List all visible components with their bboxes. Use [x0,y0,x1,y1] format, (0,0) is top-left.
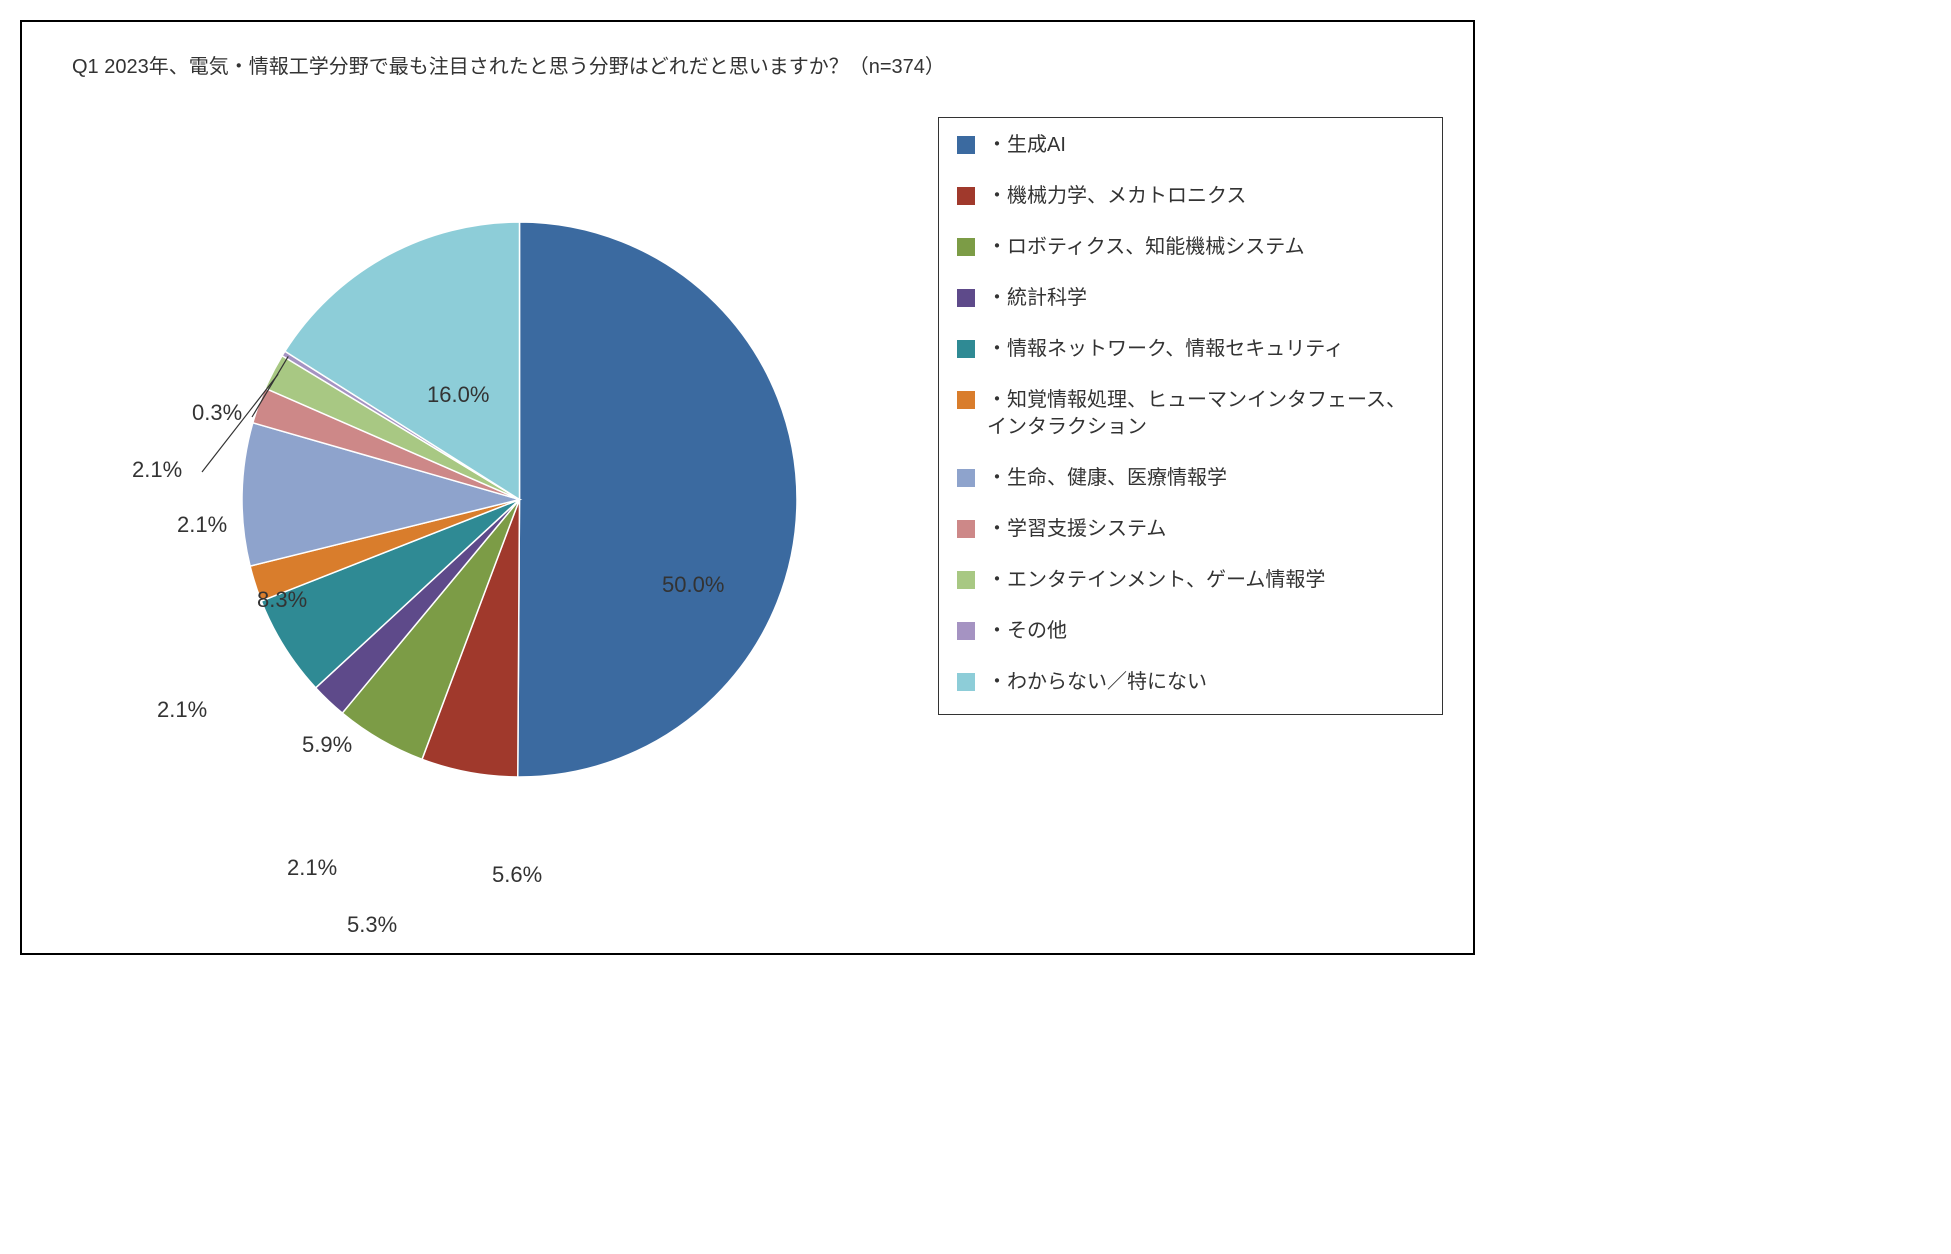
legend-swatch [957,622,975,640]
pie-slice [518,222,797,777]
legend-label: ・エンタテインメント、ゲーム情報学 [987,567,1424,594]
slice-percent-label: 5.6% [492,862,542,888]
pie-chart-area: 50.0%5.6%5.3%2.1%5.9%2.1%8.3%2.1%2.1%0.3… [122,142,842,862]
slice-percent-label: 2.1% [287,855,337,881]
legend-label: ・知覚情報処理、ヒューマンインタフェース、インタラクション [987,387,1424,441]
slice-percent-label: 16.0% [427,382,489,408]
legend-item: ・エンタテインメント、ゲーム情報学 [957,567,1424,594]
legend-swatch [957,340,975,358]
legend-item: ・その他 [957,618,1424,645]
slice-percent-label: 0.3% [192,400,242,426]
legend-label: ・わからない／特にない [987,669,1424,696]
slice-percent-label: 2.1% [177,512,227,538]
legend-swatch [957,571,975,589]
legend-label: ・情報ネットワーク、情報セキュリティ [987,336,1424,363]
slice-percent-label: 5.3% [347,912,397,938]
legend-label: ・学習支援システム [987,516,1424,543]
legend-item: ・学習支援システム [957,516,1424,543]
legend-item: ・生命、健康、医療情報学 [957,465,1424,492]
legend-item: ・生成AI [957,132,1424,159]
chart-title: Q1 2023年、電気・情報工学分野で最も注目されたと思う分野はどれだと思います… [72,50,945,79]
legend-item: ・統計科学 [957,285,1424,312]
legend-label: ・統計科学 [987,285,1424,312]
legend-swatch [957,187,975,205]
slice-percent-label: 2.1% [132,457,182,483]
legend-label: ・生命、健康、医療情報学 [987,465,1424,492]
legend-item: ・知覚情報処理、ヒューマンインタフェース、インタラクション [957,387,1424,441]
legend-label: ・生成AI [987,132,1424,159]
legend: ・生成AI ・機械力学、メカトロニクス・ロボティクス、知能機械システム・統計科学・… [938,117,1443,715]
legend-item: ・情報ネットワーク、情報セキュリティ [957,336,1424,363]
legend-label: ・その他 [987,618,1424,645]
legend-swatch [957,391,975,409]
slice-percent-label: 8.3% [257,587,307,613]
legend-swatch [957,136,975,154]
legend-item: ・わからない／特にない [957,669,1424,696]
legend-swatch [957,673,975,691]
legend-label: ・機械力学、メカトロニクス [987,183,1424,210]
legend-swatch [957,520,975,538]
legend-item: ・機械力学、メカトロニクス [957,183,1424,210]
slice-percent-label: 2.1% [157,697,207,723]
slice-percent-label: 5.9% [302,732,352,758]
chart-frame: Q1 2023年、電気・情報工学分野で最も注目されたと思う分野はどれだと思います… [20,20,1475,955]
legend-swatch [957,289,975,307]
legend-item: ・ロボティクス、知能機械システム [957,234,1424,261]
legend-swatch [957,238,975,256]
legend-swatch [957,469,975,487]
pie-chart [242,222,797,777]
legend-label: ・ロボティクス、知能機械システム [987,234,1424,261]
slice-percent-label: 50.0% [662,572,724,598]
